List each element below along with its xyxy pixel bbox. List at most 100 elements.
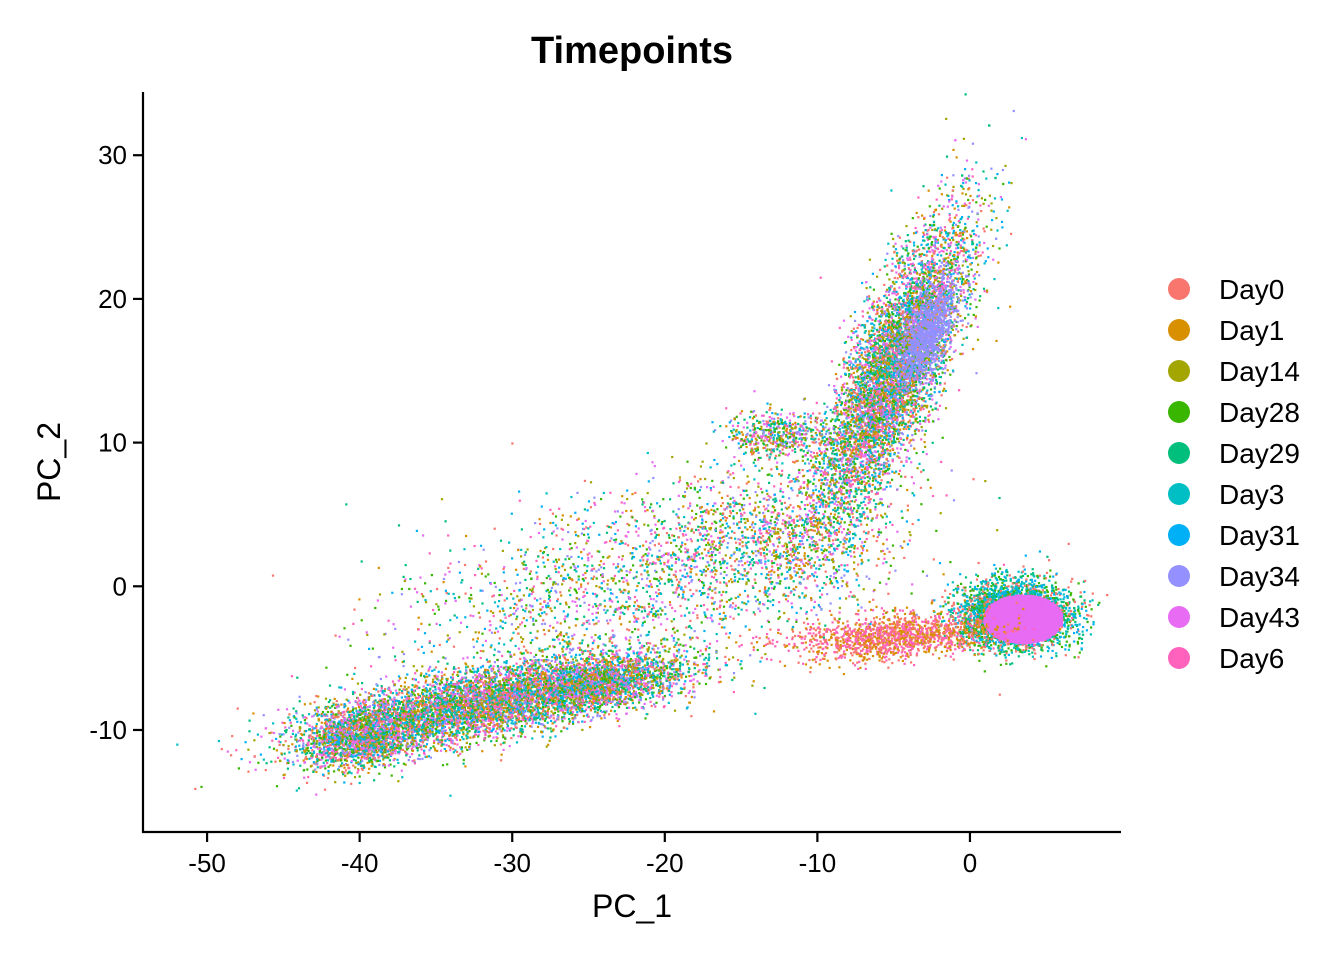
scatter-point [440,680,442,682]
scatter-point [485,681,487,683]
scatter-point [462,733,464,735]
scatter-point [389,711,391,713]
scatter-point [492,716,494,718]
scatter-point [484,734,486,736]
scatter-point [763,687,765,689]
scatter-point [494,744,496,746]
scatter-point [636,696,638,698]
scatter-point [556,708,558,710]
scatter-point [441,675,443,677]
scatter-point [428,749,430,751]
scatter-point [392,681,394,683]
scatter-point [568,718,570,720]
scatter-point [383,693,385,695]
scatter-point [434,692,436,694]
scatter-point [509,745,511,747]
scatter-point [315,756,317,758]
scatter-point [612,645,614,647]
scatter-point [395,690,397,692]
scatter-point [614,664,616,666]
scatter-point [532,720,534,722]
scatter-point [553,654,555,656]
scatter-point [676,630,678,632]
scatter-point [497,725,499,727]
scatter-point [657,647,659,649]
scatter-point [468,746,470,748]
scatter-point [230,754,232,756]
scatter-point [682,645,684,647]
scatter-point [241,758,243,760]
scatter-point [489,712,491,714]
scatter-point [522,731,524,733]
scatter-point [519,676,521,678]
scatter-point [448,709,450,711]
scatter-point [361,682,363,684]
scatter-point [266,762,268,764]
scatter-point [476,728,478,730]
scatter-point [432,735,434,737]
scatter-point [502,689,504,691]
scatter-point [481,677,483,679]
scatter-point [322,711,324,713]
scatter-point [352,711,354,713]
scatter-point [555,725,557,727]
scatter-point [472,668,474,670]
scatter-point [456,730,458,732]
scatter-point [245,741,247,743]
scatter-point [506,689,508,691]
scatter-point [418,705,420,707]
scatter-point [403,699,405,701]
scatter-point [579,642,581,644]
scatter-point [429,711,431,713]
scatter-point [488,693,490,695]
scatter-point [469,748,471,750]
scatter-point [487,671,489,673]
scatter-point [422,689,424,691]
scatter-point [549,740,551,742]
scatter-point [292,730,294,732]
scatter-point [510,737,512,739]
scatter-point [514,721,516,723]
scatter-point [454,736,456,738]
scatter-point [445,750,447,752]
scatter-point [642,691,644,693]
scatter-point [691,696,693,698]
scatter-point [293,707,295,709]
scatter-point [238,767,240,769]
scatter-point [470,717,472,719]
scatter-point [446,693,448,695]
scatter-point [463,704,465,706]
scatter-point [470,701,472,703]
scatter-point [329,685,331,687]
scatter-point [481,704,483,706]
scatter-point [413,678,415,680]
scatter-point [632,707,634,709]
scatter-point [713,710,715,712]
scatter-point [426,704,428,706]
scatter-point [480,657,482,659]
scatter-point [454,668,456,670]
scatter-point [470,691,472,693]
scatter-point [375,688,377,690]
scatter-point [444,732,446,734]
scatter-point [646,634,648,636]
scatter-point [365,704,367,706]
scatter-point [702,663,704,665]
scatter-point [472,665,474,667]
scatter-point [421,758,423,760]
scatter-point [510,656,512,658]
scatter-point [284,753,286,755]
scatter-point [401,696,403,698]
scatter-point [430,757,432,759]
scatter-point [539,650,541,652]
scatter-point [689,646,691,648]
scatter-point [506,722,508,724]
scatter-point [483,711,485,713]
scatter-point [531,697,533,699]
scatter-point [500,743,502,745]
scatter-point [697,671,699,673]
scatter-point [231,735,233,737]
scatter-point [391,703,393,705]
scatter-point [438,741,440,743]
